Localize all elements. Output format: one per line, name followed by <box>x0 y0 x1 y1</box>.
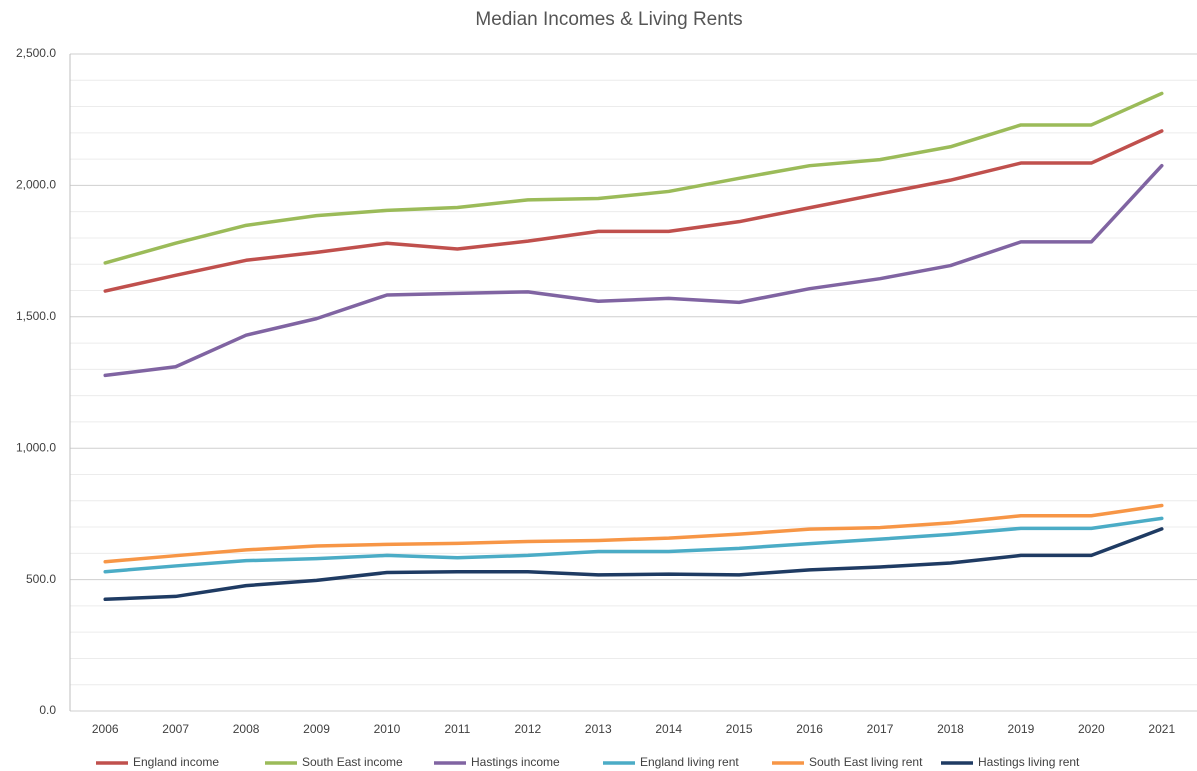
x-tick-label: 2008 <box>233 722 260 736</box>
x-tick-label: 2019 <box>1008 722 1035 736</box>
series-line <box>103 91 1164 265</box>
series-line <box>103 163 1164 378</box>
x-tick-label: 2011 <box>445 722 471 736</box>
x-tick-label: 2013 <box>585 722 612 736</box>
y-tick-label: 2,000.0 <box>16 178 56 192</box>
x-tick-label: 2021 <box>1148 722 1175 736</box>
legend-label: Hastings living rent <box>978 755 1080 769</box>
legend-label: England income <box>133 755 219 769</box>
y-tick-label: 2,500.0 <box>16 46 56 60</box>
x-tick-label: 2014 <box>655 722 682 736</box>
series-line <box>103 129 1164 293</box>
y-tick-label: 1,500.0 <box>16 309 56 323</box>
x-tick-label: 2009 <box>303 722 330 736</box>
x-tick-label: 2018 <box>937 722 964 736</box>
x-tick-label: 2015 <box>726 722 753 736</box>
x-tick-label: 2020 <box>1078 722 1105 736</box>
series-line <box>103 503 1164 564</box>
x-tick-label: 2012 <box>514 722 541 736</box>
legend-label: England living rent <box>640 755 739 769</box>
series-line <box>103 516 1164 574</box>
x-tick-label: 2010 <box>374 722 401 736</box>
legend-label: South East income <box>302 755 403 769</box>
x-tick-label: 2007 <box>162 722 189 736</box>
legend-label: South East living rent <box>809 755 923 769</box>
x-tick-label: 2006 <box>92 722 119 736</box>
chart-title: Median Incomes & Living Rents <box>475 9 742 30</box>
x-tick-label: 2016 <box>796 722 823 736</box>
series-line <box>103 527 1164 602</box>
legend-label: Hastings income <box>471 755 560 769</box>
y-tick-label: 500.0 <box>26 572 56 586</box>
y-tick-label: 1,000.0 <box>16 440 56 454</box>
y-tick-label: 0.0 <box>39 703 56 717</box>
x-tick-label: 2017 <box>867 722 894 736</box>
